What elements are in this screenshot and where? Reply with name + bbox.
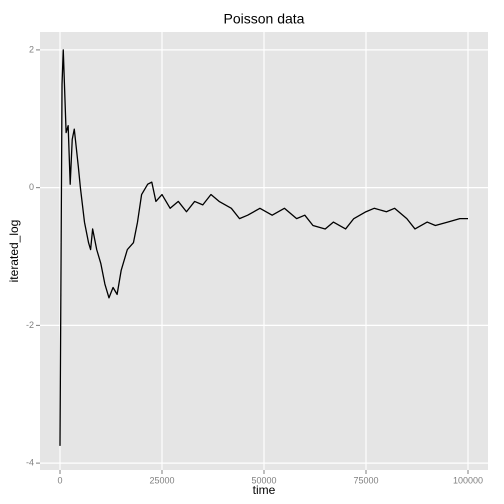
chart-title: Poisson data [224, 11, 305, 27]
x-tick-label: 75000 [353, 475, 378, 485]
y-tick-label: -4 [26, 457, 34, 467]
x-tick-label: 100000 [453, 475, 483, 485]
x-tick-label: 50000 [251, 475, 276, 485]
y-tick-label: 0 [29, 182, 34, 192]
x-axis-label: time [253, 483, 276, 497]
y-tick-label: -2 [26, 320, 34, 330]
line [59, 49, 469, 446]
y-tick-label: 2 [29, 44, 34, 54]
y-axis-label: iterated_log [7, 220, 21, 283]
x-tick-label: 25000 [149, 475, 174, 485]
x-tick-label: 0 [57, 475, 62, 485]
